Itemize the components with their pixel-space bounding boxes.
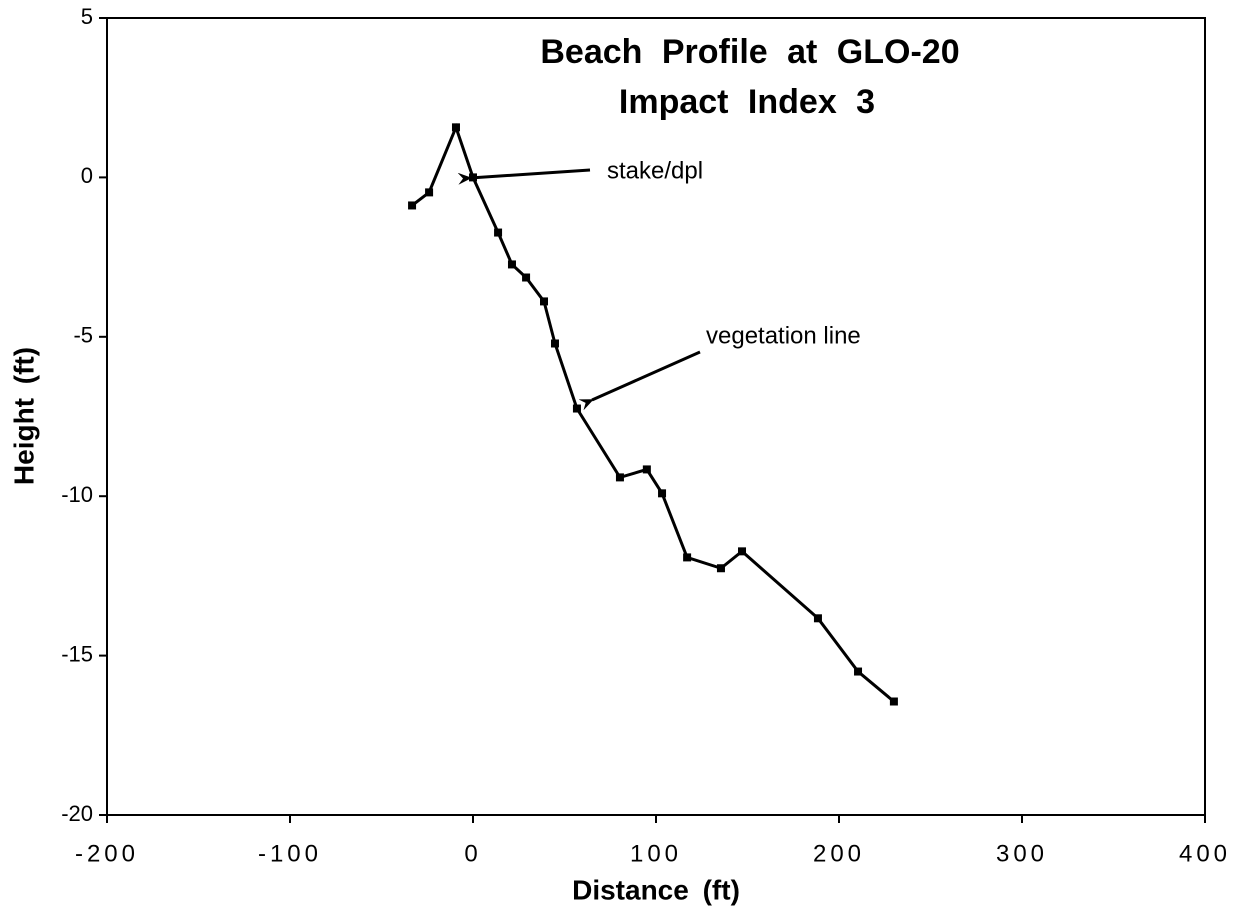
- chart-title: Beach Profile at GLO-20: [540, 33, 959, 71]
- y-tick-label: -15: [61, 641, 93, 666]
- point: [813, 614, 822, 623]
- point: [615, 473, 624, 482]
- point: [425, 188, 434, 197]
- point: [522, 273, 531, 282]
- chart-subtitle: Impact Index 3: [619, 83, 875, 121]
- point: [642, 465, 651, 474]
- y-axis-label: Height (ft): [8, 347, 39, 485]
- y-tick-label: -5: [73, 323, 93, 348]
- point: [738, 547, 747, 556]
- x-tick-label: 100: [630, 840, 682, 867]
- x-tick-label: -200: [75, 840, 139, 867]
- point: [550, 339, 559, 348]
- y-tick-label: 0: [81, 163, 93, 188]
- y-tick-label: -20: [61, 801, 93, 826]
- point: [540, 297, 549, 306]
- plot-frame: [106, 17, 1206, 816]
- y-tick-label: -10: [61, 482, 93, 507]
- point: [889, 697, 898, 706]
- annotation-arrow: [578, 350, 701, 411]
- x-tick-label: 200: [813, 840, 865, 867]
- x-tick-label: -100: [258, 840, 322, 867]
- x-tick-label: 300: [996, 840, 1048, 867]
- y-tick-label: 5: [81, 4, 93, 29]
- point: [854, 667, 863, 676]
- annotation: stake/dpl: [607, 157, 703, 184]
- annotation-arrow: [457, 168, 591, 185]
- point: [451, 123, 460, 132]
- annotation: vegetation line: [706, 322, 861, 349]
- x-axis-label: Distance (ft): [572, 874, 740, 905]
- point: [572, 404, 581, 413]
- point: [408, 201, 417, 210]
- point: [683, 553, 692, 562]
- point: [494, 228, 503, 237]
- point: [658, 489, 667, 498]
- point: [716, 564, 725, 573]
- x-tick-label: 0: [464, 840, 481, 867]
- point: [469, 173, 477, 182]
- point: [507, 260, 516, 269]
- x-tick-label: 400: [1179, 840, 1231, 867]
